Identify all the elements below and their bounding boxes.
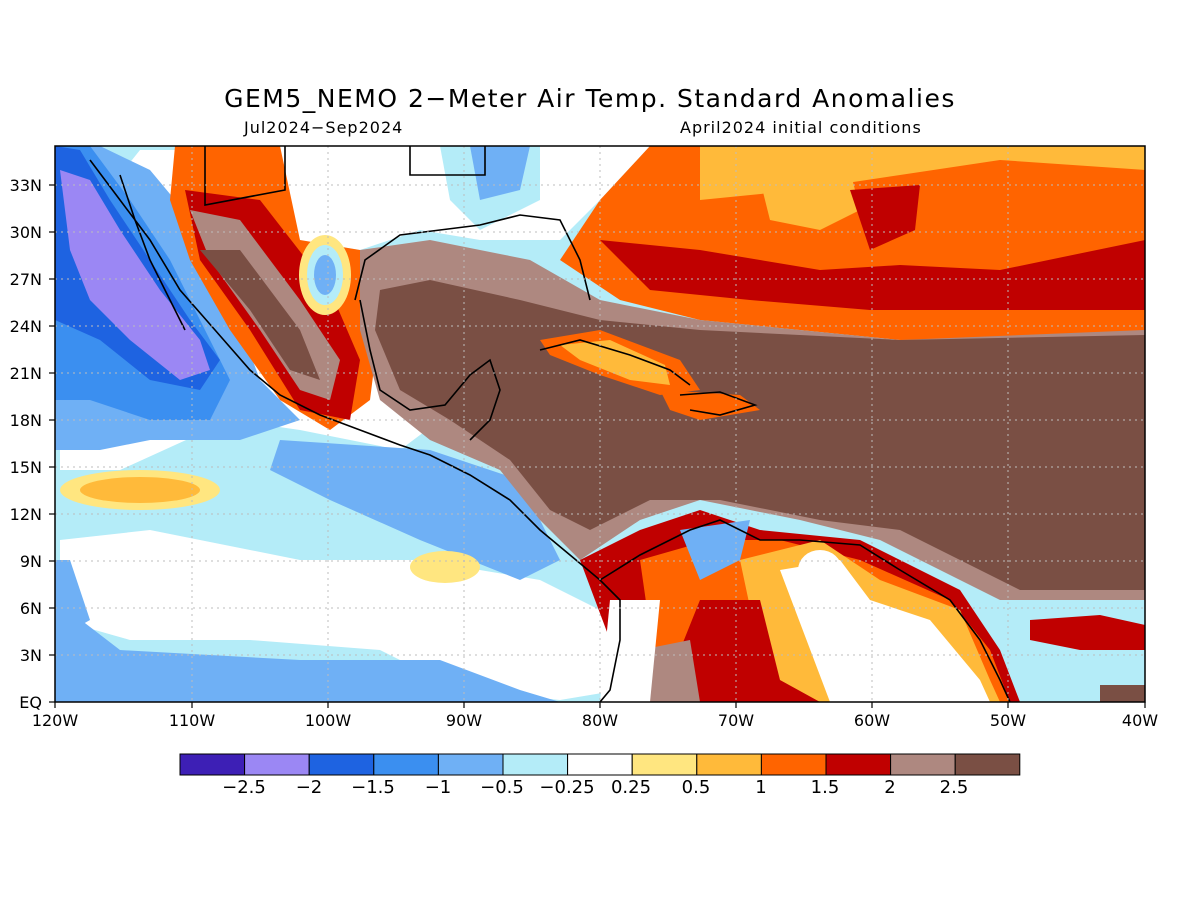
- colorbar-label: −2.5: [222, 777, 266, 798]
- colorbar: [179, 753, 1021, 776]
- lon-label: 110W: [169, 711, 216, 730]
- colorbar-label: −0.25: [539, 777, 594, 798]
- lat-label: 18N: [10, 411, 42, 430]
- colorbar-swatch: [437, 753, 504, 776]
- map-title: GEM5_NEMO 2−Meter Air Temp. Standard Ano…: [224, 84, 956, 113]
- colorbar-swatch: [373, 753, 439, 776]
- lat-label: 30N: [10, 223, 42, 242]
- lat-label: 12N: [10, 505, 42, 524]
- lat-label: 21N: [10, 364, 42, 383]
- lon-label: 120W: [32, 711, 79, 730]
- colorbar-swatch: [954, 753, 1021, 776]
- tick-marks: [49, 184, 1146, 708]
- colorbar-swatch: [760, 753, 827, 776]
- lon-label: 100W: [305, 711, 352, 730]
- colorbar-label: 0.25: [611, 777, 651, 798]
- lat-label: 33N: [10, 176, 42, 195]
- lat-label: 6N: [20, 599, 42, 618]
- grid: [55, 146, 1145, 702]
- colorbar-label: 1: [755, 777, 766, 798]
- lat-axis: EQ 3N 6N 9N 12N 15N 18N 21N 24N 27N 30N …: [10, 176, 42, 712]
- lat-label: 27N: [10, 270, 42, 289]
- colorbar-label: 0.5: [682, 777, 711, 798]
- colorbar-swatch: [890, 753, 956, 776]
- period-label: Jul2024−Sep2024: [244, 118, 404, 137]
- colorbar-swatch: [308, 753, 375, 776]
- colorbar-label: −0.5: [480, 777, 524, 798]
- colorbar-label: −2: [296, 777, 323, 798]
- lat-label: 15N: [10, 458, 42, 477]
- colorbar-label: −1.5: [351, 777, 395, 798]
- colorbar-label: 1.5: [811, 777, 840, 798]
- colorbar-swatch: [631, 753, 698, 776]
- lon-label: 40W: [1122, 711, 1158, 730]
- lon-label: 90W: [446, 711, 482, 730]
- lat-label: 24N: [10, 317, 42, 336]
- colorbar-swatch: [567, 753, 633, 776]
- colorbar-swatch: [179, 753, 246, 776]
- colorbar-labels: −2.5 −2 −1.5 −1 −0.5 −0.25 0.25 0.5 1 1.…: [222, 777, 968, 798]
- lat-label: 9N: [20, 552, 42, 571]
- colorbar-label: −1: [425, 777, 452, 798]
- lon-label: 60W: [854, 711, 890, 730]
- lon-label: 70W: [718, 711, 754, 730]
- lon-label: 50W: [990, 711, 1026, 730]
- init-label: April2024 initial conditions: [680, 118, 922, 137]
- colorbar-swatch: [502, 753, 569, 776]
- colorbar-swatch: [696, 753, 762, 776]
- colorbar-label: 2.5: [940, 777, 969, 798]
- colorbar-label: 2: [884, 777, 895, 798]
- lat-label: 3N: [20, 646, 42, 665]
- colorbar-swatch: [244, 753, 310, 776]
- coastlines: [89, 146, 1011, 702]
- lon-label: 80W: [582, 711, 618, 730]
- colorbar-swatch: [825, 753, 892, 776]
- lon-axis: 120W 110W 100W 90W 80W 70W 60W 50W 40W: [32, 711, 1158, 730]
- lat-label: EQ: [19, 693, 42, 712]
